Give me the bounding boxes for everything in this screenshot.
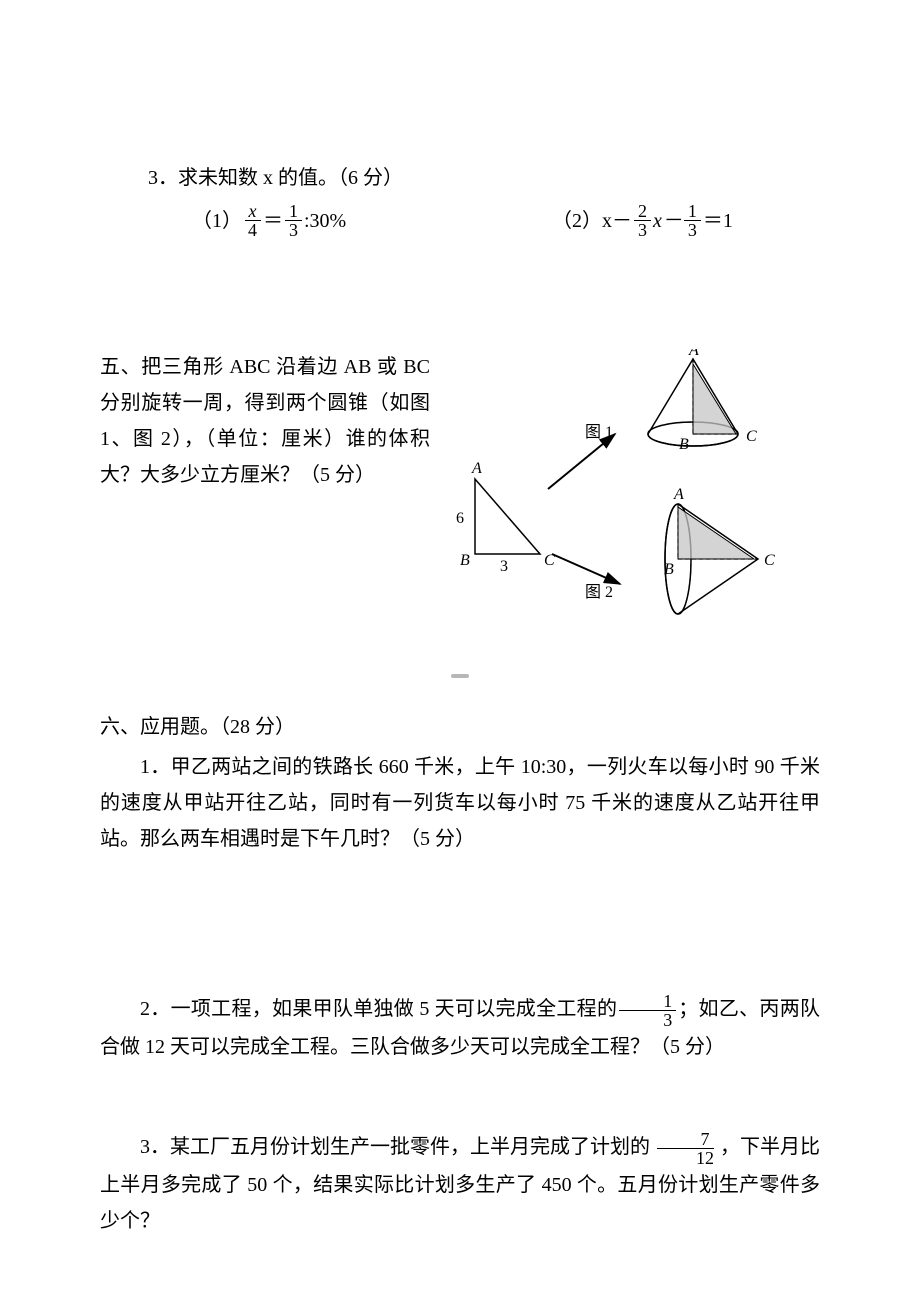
fraction-denominator: 12 xyxy=(652,1149,718,1167)
q3-header: 3．求未知数 x 的值。（6 分） xyxy=(148,160,820,196)
fraction-denominator: 3 xyxy=(619,1011,676,1029)
fraction-numerator: 1 xyxy=(285,202,302,221)
fig2-label-c: C xyxy=(764,552,775,569)
section-6-q1: 1．甲乙两站之间的铁路长 660 千米，上午 10:30，一列火车以每小时 90… xyxy=(100,749,820,857)
fig2-caption: 图 2 xyxy=(585,584,613,601)
triangle-abc: A B C 6 3 xyxy=(456,460,555,575)
cone-diagram-svg: A B C 6 3 xyxy=(430,349,820,619)
fraction-denominator: 3 xyxy=(684,221,701,239)
equals-sign: ＝ xyxy=(263,203,283,239)
fraction-numerator: x xyxy=(245,202,261,221)
q3-part2-frac1: 2 3 xyxy=(634,202,651,239)
q3-part2-mid: x－ xyxy=(653,203,682,239)
q3-part1: （1） x 4 ＝ 1 3 :30% xyxy=(192,202,552,239)
fraction-numerator: 1 xyxy=(684,202,701,221)
section-5: 五、把三角形 ABC 沿着边 AB 或 BC 分别旋转一周，得到两个圆锥（如图 … xyxy=(100,349,820,619)
q3-text-a: 3．某工厂五月份计划生产一批零件，上半月完成了计划的 xyxy=(140,1136,650,1158)
section-6-q3: 3．某工厂五月份计划生产一批零件，上半月完成了计划的712，下半月比上半月多完成… xyxy=(100,1129,820,1239)
q3-part1-suffix: :30% xyxy=(304,203,346,239)
label-a: A xyxy=(471,460,482,477)
label-b: B xyxy=(460,552,470,569)
arrow-to-fig2 xyxy=(552,554,620,584)
cone-figure-2: A B C xyxy=(664,486,775,614)
fig2-label-b: B xyxy=(664,561,674,578)
section-6-q2: 2．一项工程，如果甲队单独做 5 天可以完成全工程的13；如乙、丙两队合做 12… xyxy=(100,991,820,1065)
q2-text-a: 2．一项工程，如果甲队单独做 5 天可以完成全工程的 xyxy=(140,998,617,1020)
q3-fraction: 712 xyxy=(652,1130,718,1167)
fig1-label-b: B xyxy=(679,436,689,453)
fig1-label-a: A xyxy=(688,349,699,359)
q3-part2-suffix: ＝1 xyxy=(703,203,733,239)
q3-part1-label: （1） xyxy=(192,203,242,239)
fraction-numerator: 2 xyxy=(634,202,651,221)
q3-part1-frac2: 1 3 xyxy=(285,202,302,239)
cone-figure-1: A B C xyxy=(648,349,757,453)
fig2-label-a: A xyxy=(673,486,684,503)
blank-space xyxy=(100,1069,820,1129)
label-side-bc: 3 xyxy=(500,558,508,575)
arrow-to-fig1 xyxy=(548,434,615,489)
fraction-denominator: 4 xyxy=(244,221,261,239)
label-side-ab: 6 xyxy=(456,510,464,527)
fraction-denominator: 3 xyxy=(285,221,302,239)
fig1-label-c: C xyxy=(746,428,757,445)
fraction-numerator: 1 xyxy=(619,992,676,1011)
q3-part2-frac2: 1 3 xyxy=(684,202,701,239)
page: 3．求未知数 x 的值。（6 分） （1） x 4 ＝ 1 3 :30% （2）… xyxy=(0,0,920,1300)
section-5-figures: A B C 6 3 xyxy=(430,349,820,619)
section-6: 六、应用题。（28 分） 1．甲乙两站之间的铁路长 660 千米，上午 10:3… xyxy=(100,709,820,1239)
q2-fraction: 13 xyxy=(619,992,676,1029)
q3-equations-row: （1） x 4 ＝ 1 3 :30% （2） x－ 2 3 x－ 1 3 xyxy=(192,202,820,239)
q3-part2-prefix: x－ xyxy=(602,203,632,239)
fraction-numerator: 7 xyxy=(657,1130,714,1149)
q3-part2-label: （2） xyxy=(552,203,602,239)
fraction-denominator: 3 xyxy=(634,221,651,239)
center-watermark xyxy=(451,674,469,678)
blank-space xyxy=(100,861,820,991)
section-6-title: 六、应用题。（28 分） xyxy=(100,709,820,745)
q3-part1-frac1: x 4 xyxy=(244,202,261,239)
section-5-text: 五、把三角形 ABC 沿着边 AB 或 BC 分别旋转一周，得到两个圆锥（如图 … xyxy=(100,349,430,619)
q3-part2: （2） x－ 2 3 x－ 1 3 ＝1 xyxy=(552,202,733,239)
fig1-caption: 图 1 xyxy=(585,424,613,441)
